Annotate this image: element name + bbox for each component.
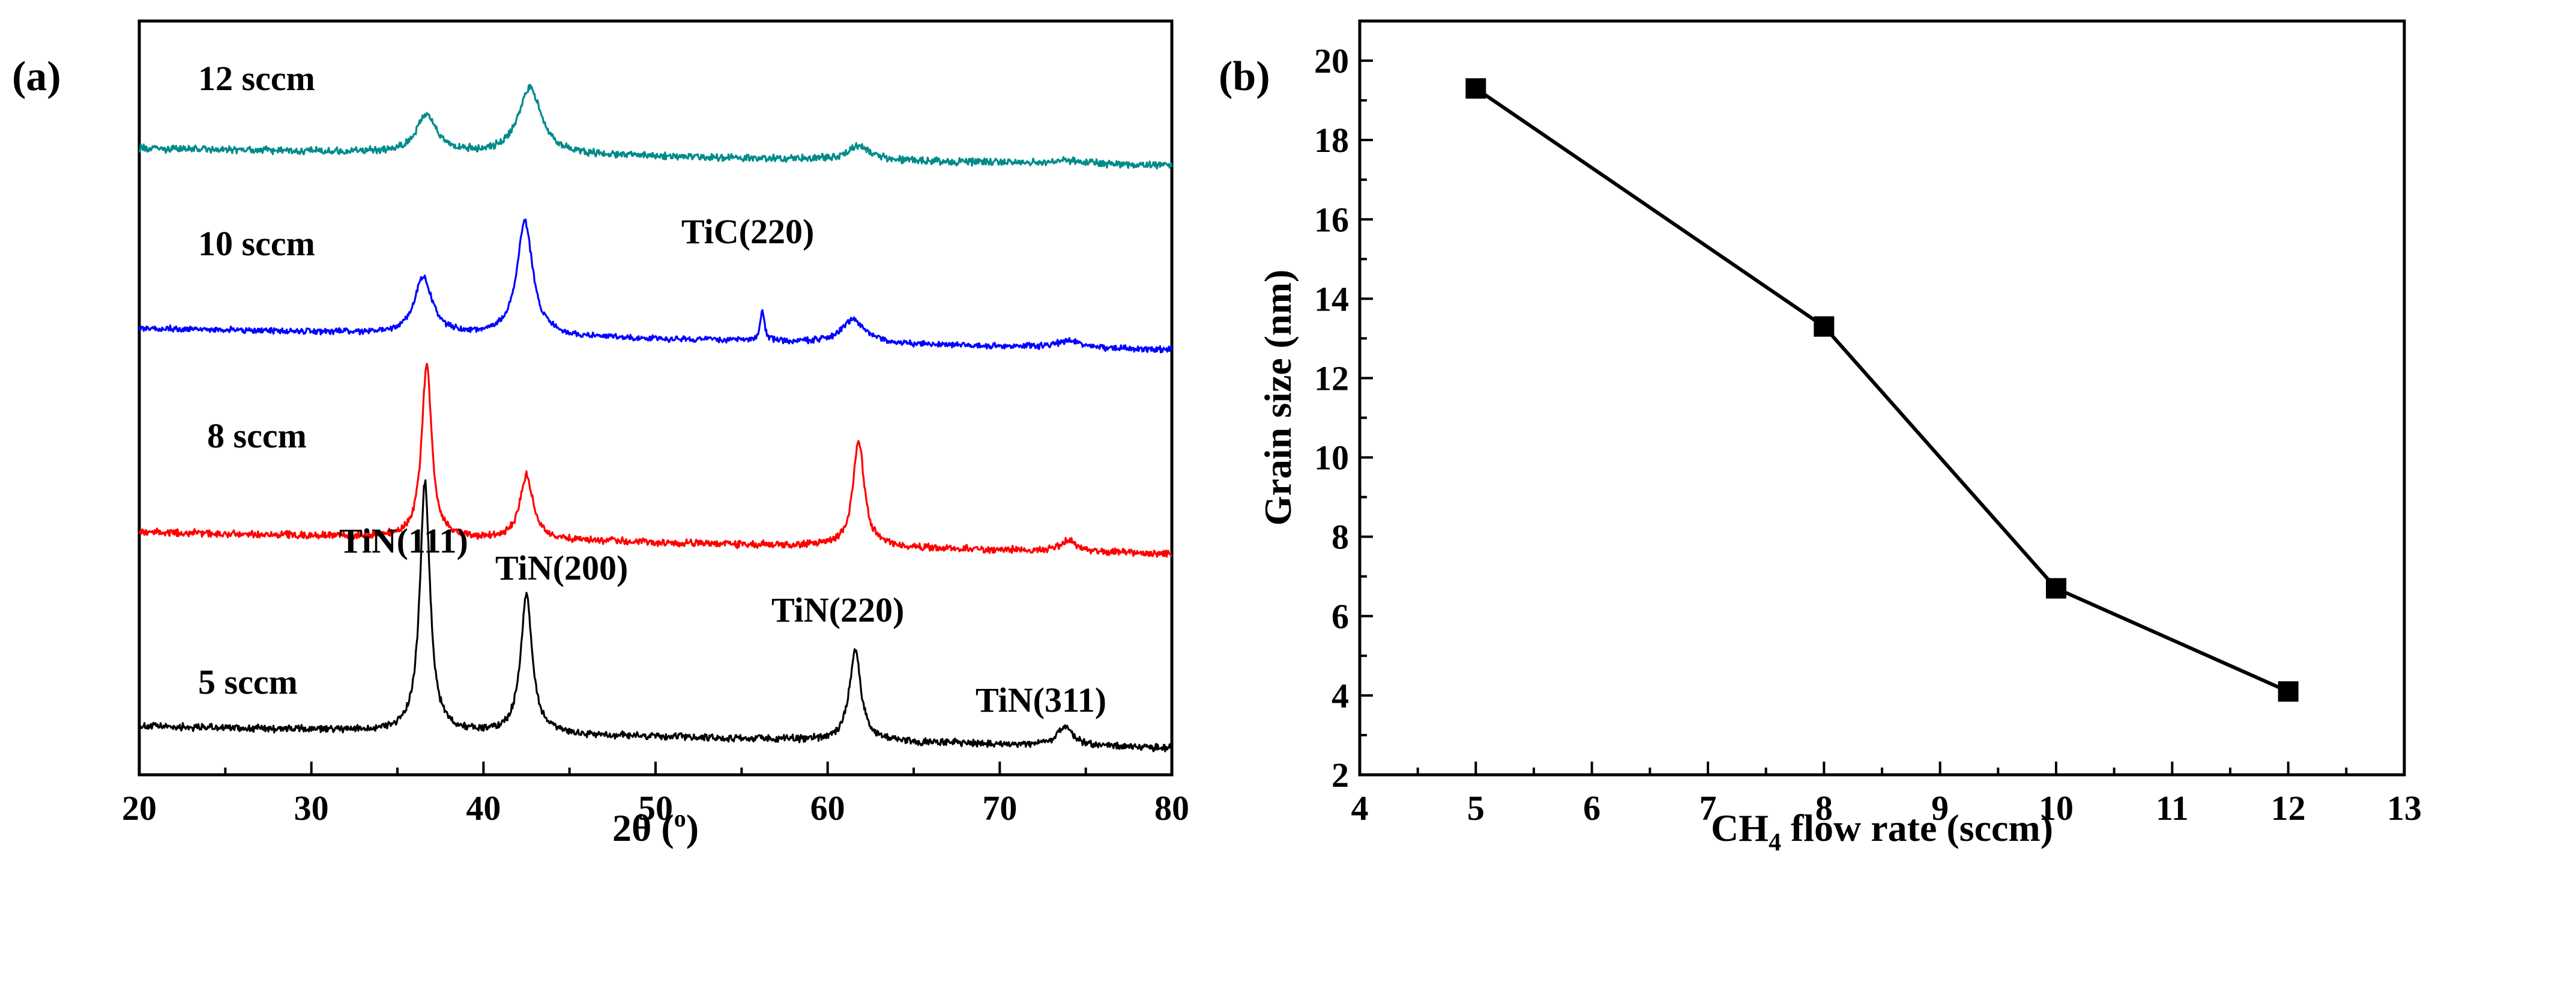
series-label-8-sccm: 8 sccm [207, 416, 307, 455]
panel-a-x-axis-title: 2θ (o) [612, 805, 699, 849]
grain-size-marker [2278, 681, 2299, 702]
grain-size-marker [2046, 578, 2066, 599]
y-tick-label: 20 [1314, 41, 1349, 80]
y-tick-label: 10 [1314, 438, 1349, 477]
y-tick-label: 4 [1332, 676, 1349, 715]
panel-a-label: (a) [12, 53, 61, 100]
grain-size-marker [1814, 316, 1835, 337]
panel-b-ticks [1359, 20, 2406, 776]
peak-label-tic-220: TiC(220) [681, 212, 814, 251]
panel-b-series-group [1465, 78, 2299, 702]
panel-b-label: (b) [1219, 53, 1270, 100]
panel-a-frame [137, 19, 1174, 777]
x-tick-label: 80 [1154, 789, 1189, 828]
series-label-12-sccm: 12 sccm [198, 59, 315, 98]
x-title-degree: o [674, 805, 686, 832]
x-title-ch: CH [1711, 807, 1769, 849]
x-tick-label: 13 [2387, 789, 2422, 828]
y-tick-label: 18 [1314, 121, 1349, 160]
x-tick-label: 10 [2039, 789, 2074, 828]
peak-label-tin-220: TiN(220) [771, 590, 904, 629]
x-tick-label: 9 [1931, 789, 1949, 828]
panel-b-y-tick-labels: 2 4 6 8 10 12 14 16 18 20 [1314, 41, 1349, 795]
peak-label-tin-111: TiN(111) [339, 521, 468, 560]
panel-b-x-tick-labels: 4 5 6 7 8 9 10 11 12 13 [1351, 789, 2422, 828]
x-tick-label: 5 [1467, 789, 1485, 828]
panel-a-x-ticks [138, 762, 1173, 775]
y-tick-label: 12 [1314, 359, 1349, 398]
x-tick-label: 30 [294, 789, 329, 828]
x-title-subscript: 4 [1769, 829, 1781, 856]
x-tick-label: 7 [1700, 789, 1717, 828]
x-tick-label: 8 [1815, 789, 1833, 828]
grain-size-marker [1465, 78, 1486, 99]
x-title-rest: flow rate (sccm) [1781, 807, 2053, 849]
panel-a: (a) 20 30 40 50 60 70 80 12 sccm 10 sccm… [12, 19, 1189, 849]
panel-a-x-tick-labels: 20 30 40 50 60 70 80 [122, 789, 1189, 828]
x-tick-label: 4 [1351, 789, 1369, 828]
xrd-series-12-sccm [138, 83, 1173, 170]
panel-b-x-axis-title: CH4 flow rate (sccm) [1711, 807, 2053, 856]
x-tick-label: 6 [1583, 789, 1600, 828]
peak-label-tin-200: TiN(200) [495, 548, 628, 587]
y-tick-label: 14 [1314, 279, 1349, 318]
y-tick-label: 2 [1332, 756, 1349, 795]
x-tick-label: 11 [2156, 789, 2189, 828]
grain-size-line [1474, 86, 2289, 694]
x-tick-label: 12 [2271, 789, 2306, 828]
peak-label-tin-311: TiN(311) [976, 680, 1106, 720]
xrd-series-8-sccm [138, 363, 1172, 558]
x-tick-label: 20 [122, 789, 157, 828]
x-title-close: ) [686, 807, 699, 849]
y-tick-label: 8 [1332, 518, 1349, 557]
xrd-series-10-sccm [138, 219, 1173, 354]
y-tick-label: 16 [1314, 200, 1349, 239]
xrd-series-5-sccm [138, 479, 1173, 753]
panel-b-y-axis-title: Grain size (nm) [1256, 270, 1299, 526]
panel-b: (b) 4 5 6 7 8 9 10 11 12 13 2 4 6 8 10 1… [1219, 19, 2422, 856]
series-label-5-sccm: 5 sccm [198, 662, 298, 702]
x-tick-label: 60 [810, 789, 845, 828]
x-tick-label: 40 [466, 789, 501, 828]
panel-a-series-group [138, 83, 1173, 753]
panel-b-frame [1358, 19, 2406, 777]
y-tick-label: 6 [1332, 597, 1349, 636]
x-tick-label: 50 [638, 789, 673, 828]
series-label-10-sccm: 10 sccm [198, 224, 315, 263]
x-title-main: 2θ ( [612, 807, 674, 849]
x-tick-label: 70 [982, 789, 1017, 828]
